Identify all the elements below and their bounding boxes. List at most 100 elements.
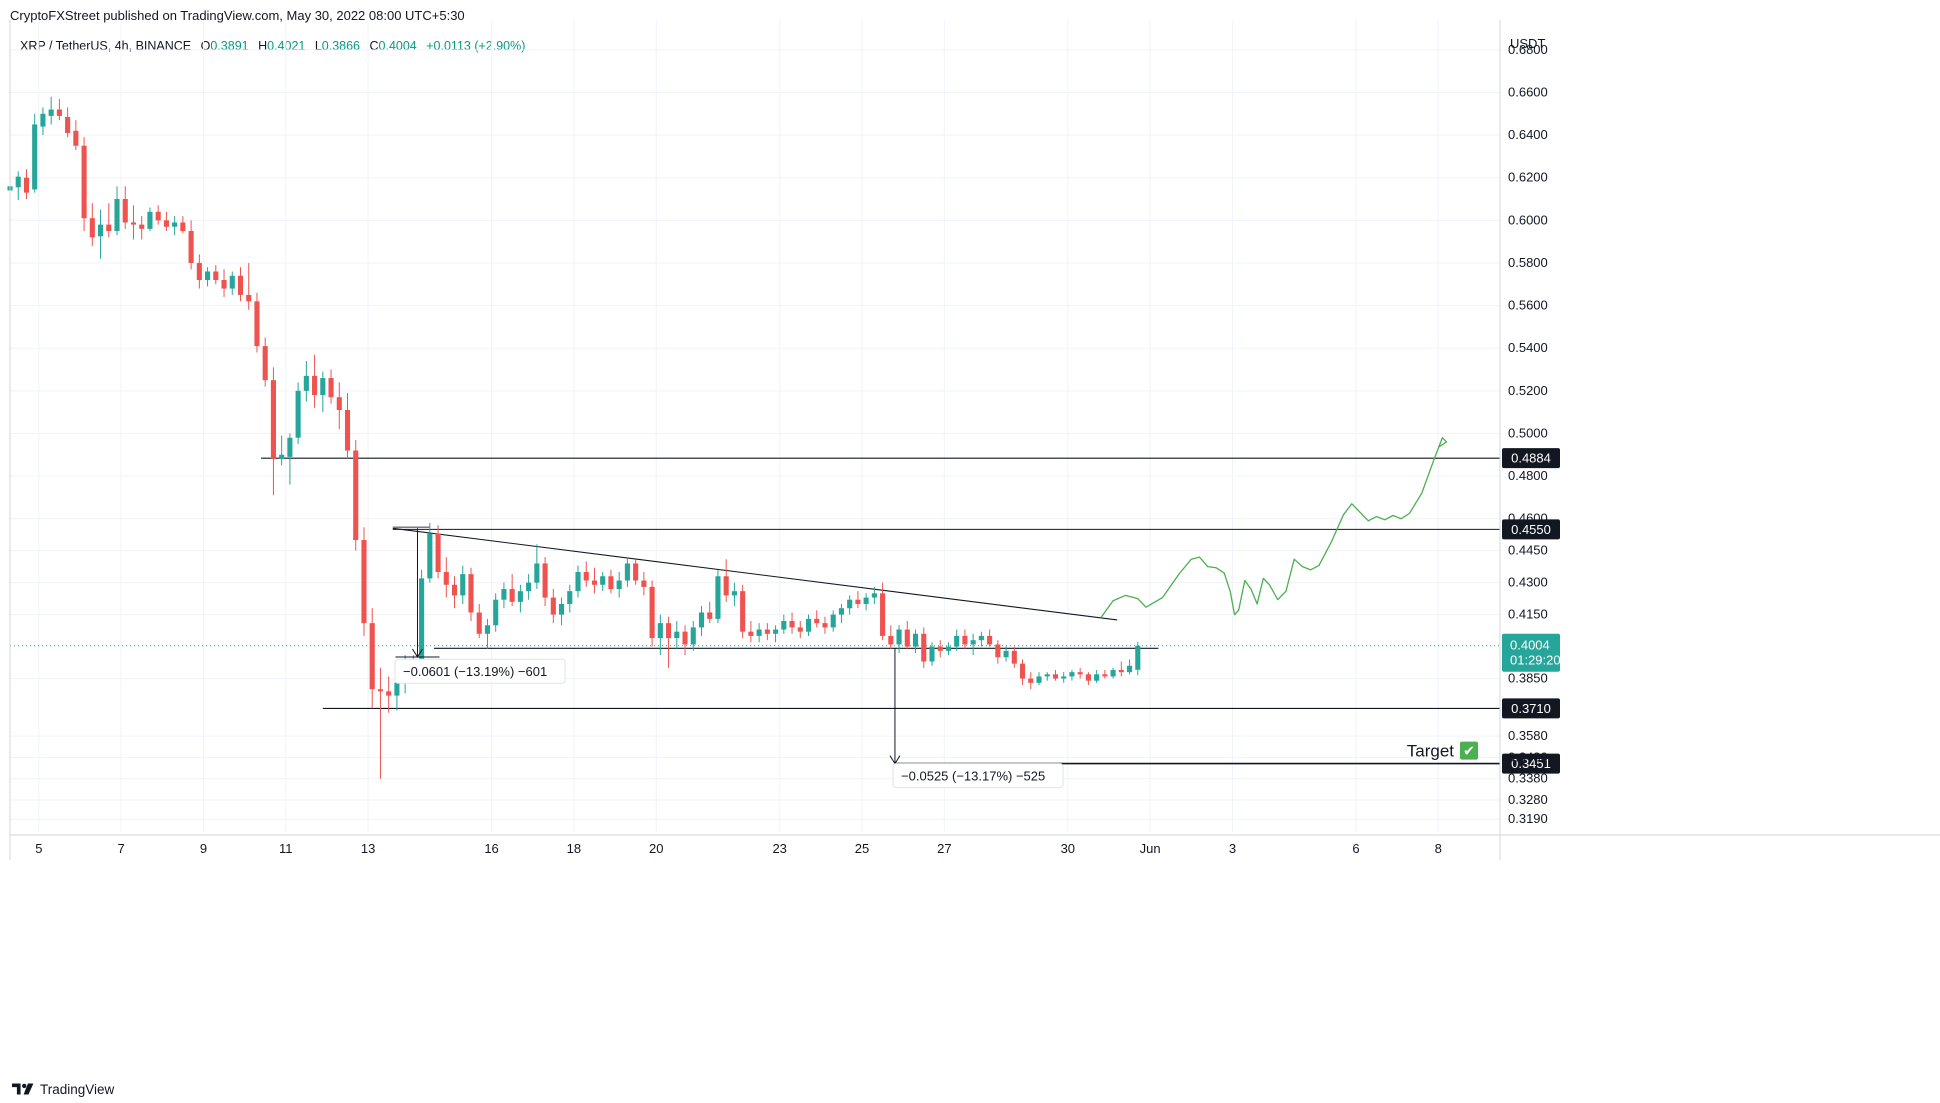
candle-body bbox=[855, 599, 861, 604]
candle bbox=[773, 625, 779, 643]
candle-body bbox=[377, 689, 383, 692]
candle bbox=[361, 527, 367, 636]
candle-body bbox=[970, 640, 976, 645]
x-tick-label: 3 bbox=[1229, 841, 1236, 856]
candle bbox=[690, 621, 696, 651]
candle bbox=[1127, 659, 1133, 675]
grid bbox=[10, 20, 1500, 832]
candle-body bbox=[756, 629, 762, 636]
candle bbox=[748, 621, 754, 643]
candle-body bbox=[1077, 672, 1083, 675]
candle bbox=[764, 623, 770, 641]
candle-body bbox=[838, 608, 844, 615]
candle-body bbox=[781, 621, 787, 630]
triangle-pattern[interactable] bbox=[392, 526, 1159, 649]
candle bbox=[435, 525, 441, 579]
last-price-label: 0.4004 bbox=[1510, 638, 1550, 653]
candle bbox=[649, 580, 655, 647]
candle-body bbox=[213, 271, 219, 281]
candle bbox=[98, 209, 104, 259]
candle-body bbox=[937, 646, 943, 651]
projection-line[interactable] bbox=[1100, 437, 1448, 619]
low-key: L bbox=[314, 39, 322, 53]
candle-body bbox=[978, 635, 984, 641]
candle-body bbox=[312, 375, 318, 396]
candle bbox=[912, 629, 919, 653]
candle bbox=[978, 631, 984, 647]
x-tick-label: 23 bbox=[772, 841, 786, 856]
candle-body bbox=[484, 625, 491, 634]
projection-path[interactable] bbox=[1100, 437, 1448, 619]
measure-tool[interactable]: −0.0525 (−13.17%) −525 bbox=[889, 648, 1064, 789]
candle-body bbox=[698, 612, 705, 628]
candle bbox=[929, 642, 935, 666]
candle bbox=[723, 559, 729, 602]
candle-body bbox=[369, 623, 375, 690]
candle-body bbox=[15, 176, 21, 188]
x-tick-label: 18 bbox=[567, 841, 581, 856]
x-tick-label: 8 bbox=[1435, 841, 1442, 856]
candle-body bbox=[616, 580, 622, 590]
candle bbox=[147, 207, 153, 231]
candle-body bbox=[797, 627, 803, 632]
candle-body bbox=[270, 380, 276, 460]
level-price-tag bbox=[1502, 753, 1560, 774]
candle-body bbox=[945, 646, 952, 651]
candle bbox=[493, 593, 499, 632]
candle bbox=[945, 642, 952, 656]
last-price-tag bbox=[1502, 633, 1560, 672]
measure-label-box bbox=[892, 763, 1064, 789]
x-tick-label: 7 bbox=[118, 841, 125, 856]
candle-body bbox=[608, 576, 614, 590]
close-key: C bbox=[369, 39, 379, 53]
y-tick-label: 0.3190 bbox=[1508, 811, 1548, 826]
y-tick-label: 0.5600 bbox=[1508, 298, 1548, 313]
measurements[interactable]: −0.0601 (−13.19%) −601 −0.0525 (−13.17%) … bbox=[394, 528, 1478, 789]
candle bbox=[1077, 667, 1083, 679]
candle bbox=[558, 597, 565, 626]
candle bbox=[962, 629, 968, 649]
tradingview-footer[interactable]: TradingView bbox=[12, 1078, 114, 1100]
candle-body bbox=[583, 571, 589, 581]
candle-body bbox=[633, 563, 639, 581]
candle bbox=[707, 601, 713, 624]
candle bbox=[279, 435, 285, 466]
candle bbox=[1003, 646, 1009, 662]
measure-tool[interactable]: −0.0601 (−13.19%) −601 bbox=[394, 528, 566, 684]
descending-trendline[interactable] bbox=[392, 527, 1118, 621]
candle-body bbox=[526, 582, 532, 592]
candle-body bbox=[229, 275, 235, 289]
candle bbox=[501, 582, 507, 609]
candle bbox=[328, 369, 334, 404]
candle-body bbox=[789, 621, 795, 628]
target-label: Target bbox=[1407, 742, 1455, 761]
candle-body bbox=[1028, 678, 1034, 683]
x-tick-label: 30 bbox=[1061, 841, 1075, 856]
candle-body bbox=[196, 262, 202, 281]
candle-body bbox=[847, 599, 853, 609]
candle bbox=[534, 544, 540, 590]
candle-body bbox=[517, 591, 523, 602]
candle-body bbox=[89, 218, 95, 238]
candle-body bbox=[534, 563, 540, 583]
x-tick-label: 20 bbox=[649, 841, 663, 856]
candle bbox=[172, 216, 178, 236]
candle bbox=[583, 561, 589, 587]
support-resistance-levels[interactable]: 0.4884 0.4550 0.3710 0.3451 bbox=[10, 448, 1560, 774]
candle bbox=[896, 625, 902, 653]
candle bbox=[114, 186, 120, 236]
candle bbox=[40, 107, 46, 136]
y-tick-label: 0.3580 bbox=[1508, 728, 1548, 743]
candle bbox=[682, 625, 688, 656]
candle-body bbox=[962, 635, 968, 645]
candle-body bbox=[435, 533, 441, 572]
candle bbox=[237, 267, 244, 302]
candle bbox=[320, 371, 326, 413]
candle bbox=[369, 608, 375, 709]
candle-body bbox=[501, 589, 507, 600]
candle-body bbox=[40, 113, 46, 127]
candle-body bbox=[443, 571, 449, 585]
candle-body bbox=[1019, 663, 1026, 679]
